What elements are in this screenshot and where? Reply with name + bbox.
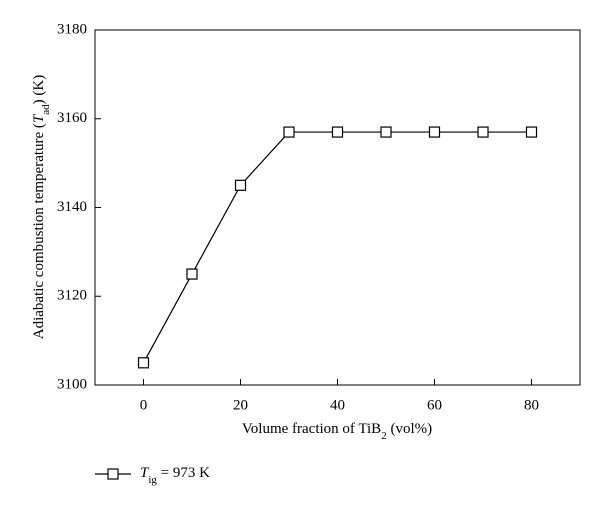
y-axis-label: Adiabatic combustion temperature (Tad) (… [31,75,51,340]
x-label-part: 2 [381,430,387,442]
marker [380,126,392,138]
marker [186,268,198,280]
series-line [142,131,532,364]
x-tick-label: 80 [524,397,539,413]
x-tick-label: 0 [140,397,148,413]
y-label-part: ad [40,104,52,115]
marker [283,126,295,138]
y-label-part: Adiabatic combustion temperature ( [31,123,47,339]
y-tick-label: 3180 [57,21,87,37]
legend-label: Tig = 973 K [140,465,210,485]
marker [331,126,344,138]
x-label-part: (vol%) [387,421,432,437]
x-tick-label: 60 [427,397,442,413]
marker [525,126,538,138]
legend-marker [107,468,119,480]
marker [234,179,247,191]
legend-part: ig [148,474,157,486]
y-tick-label: 3100 [57,376,87,392]
x-label-part: Volume fraction of TiB [242,421,381,437]
y-label-part: ) (K) [31,75,47,105]
legend-part: T [140,465,150,481]
y-tick-label: 3140 [57,199,87,215]
y-label-part: T [31,113,47,123]
x-axis-label: Volume fraction of TiB2 (vol%) [242,421,432,441]
x-tick-label: 40 [330,397,345,413]
x-tick-label: 20 [233,397,248,413]
y-tick-label: 3160 [57,110,87,126]
marker [477,126,489,138]
plot-frame [94,29,581,386]
marker [137,357,150,369]
marker [428,126,441,138]
legend-part: = 973 K [157,465,210,481]
y-tick-label: 3120 [57,288,87,304]
